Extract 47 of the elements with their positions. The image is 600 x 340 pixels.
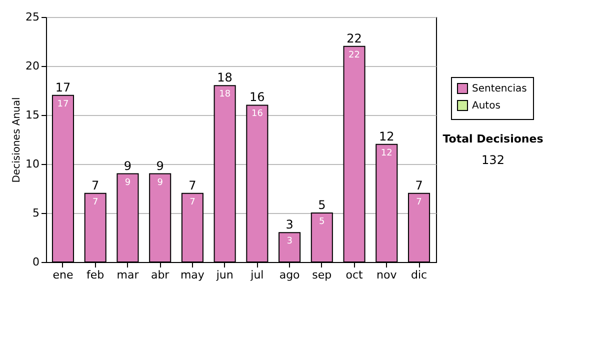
x-tick-label: ene xyxy=(52,268,74,282)
y-tick-label: 20 xyxy=(26,60,40,72)
text: Total Decisiones xyxy=(442,132,544,146)
total-label: 9 xyxy=(156,158,164,173)
legend-label: Autos xyxy=(472,100,500,112)
x-tick-label: feb xyxy=(86,268,104,282)
data-label: 3 xyxy=(286,236,292,247)
data-label: 22 xyxy=(348,50,360,60)
x-tick-label: sep xyxy=(312,268,332,282)
x-tick-label: jun xyxy=(215,268,234,282)
x-tick-label: dic xyxy=(410,268,428,282)
data-label: 7 xyxy=(92,197,98,208)
data-label: 5 xyxy=(319,217,325,227)
total-label: 12 xyxy=(379,129,394,144)
y-tick-label: 15 xyxy=(26,108,40,122)
total-label: 17 xyxy=(55,80,71,94)
y-axis-title: Decisiones Anual xyxy=(12,97,23,183)
y-tick-label: 0 xyxy=(32,256,40,268)
total-label: 5 xyxy=(318,198,326,212)
y-tick-label: 10 xyxy=(26,158,40,170)
total-label: 22 xyxy=(346,31,362,46)
total-label: 16 xyxy=(250,90,265,104)
data-label: 9 xyxy=(157,178,164,188)
total-label: 7 xyxy=(415,178,423,192)
data-label: 7 xyxy=(190,197,196,208)
total-label: 9 xyxy=(124,158,132,173)
data-label: 17 xyxy=(57,99,69,110)
total-label: 3 xyxy=(286,218,294,232)
y-tick-label: 25 xyxy=(26,10,40,24)
x-tick-label: may xyxy=(180,268,205,282)
y-tick-label: 5 xyxy=(32,206,40,220)
x-tick-label: nov xyxy=(376,268,398,282)
data-label: 12 xyxy=(380,148,392,158)
data-label: 16 xyxy=(251,109,264,120)
total-label: 7 xyxy=(92,178,100,192)
x-tick-label: jul xyxy=(250,268,264,282)
total-label: 7 xyxy=(188,178,196,192)
data-label: 7 xyxy=(416,197,422,208)
data-label: 9 xyxy=(124,178,131,188)
legend-label: Sentencias xyxy=(472,84,527,94)
total-label: 18 xyxy=(217,70,232,85)
x-tick-label: ago xyxy=(279,268,300,282)
x-tick-label: mar xyxy=(116,268,140,282)
data-label: 18 xyxy=(219,90,231,100)
text: 132 xyxy=(482,152,504,167)
x-tick-label: oct xyxy=(346,268,364,282)
x-tick-label: abr xyxy=(150,268,170,282)
